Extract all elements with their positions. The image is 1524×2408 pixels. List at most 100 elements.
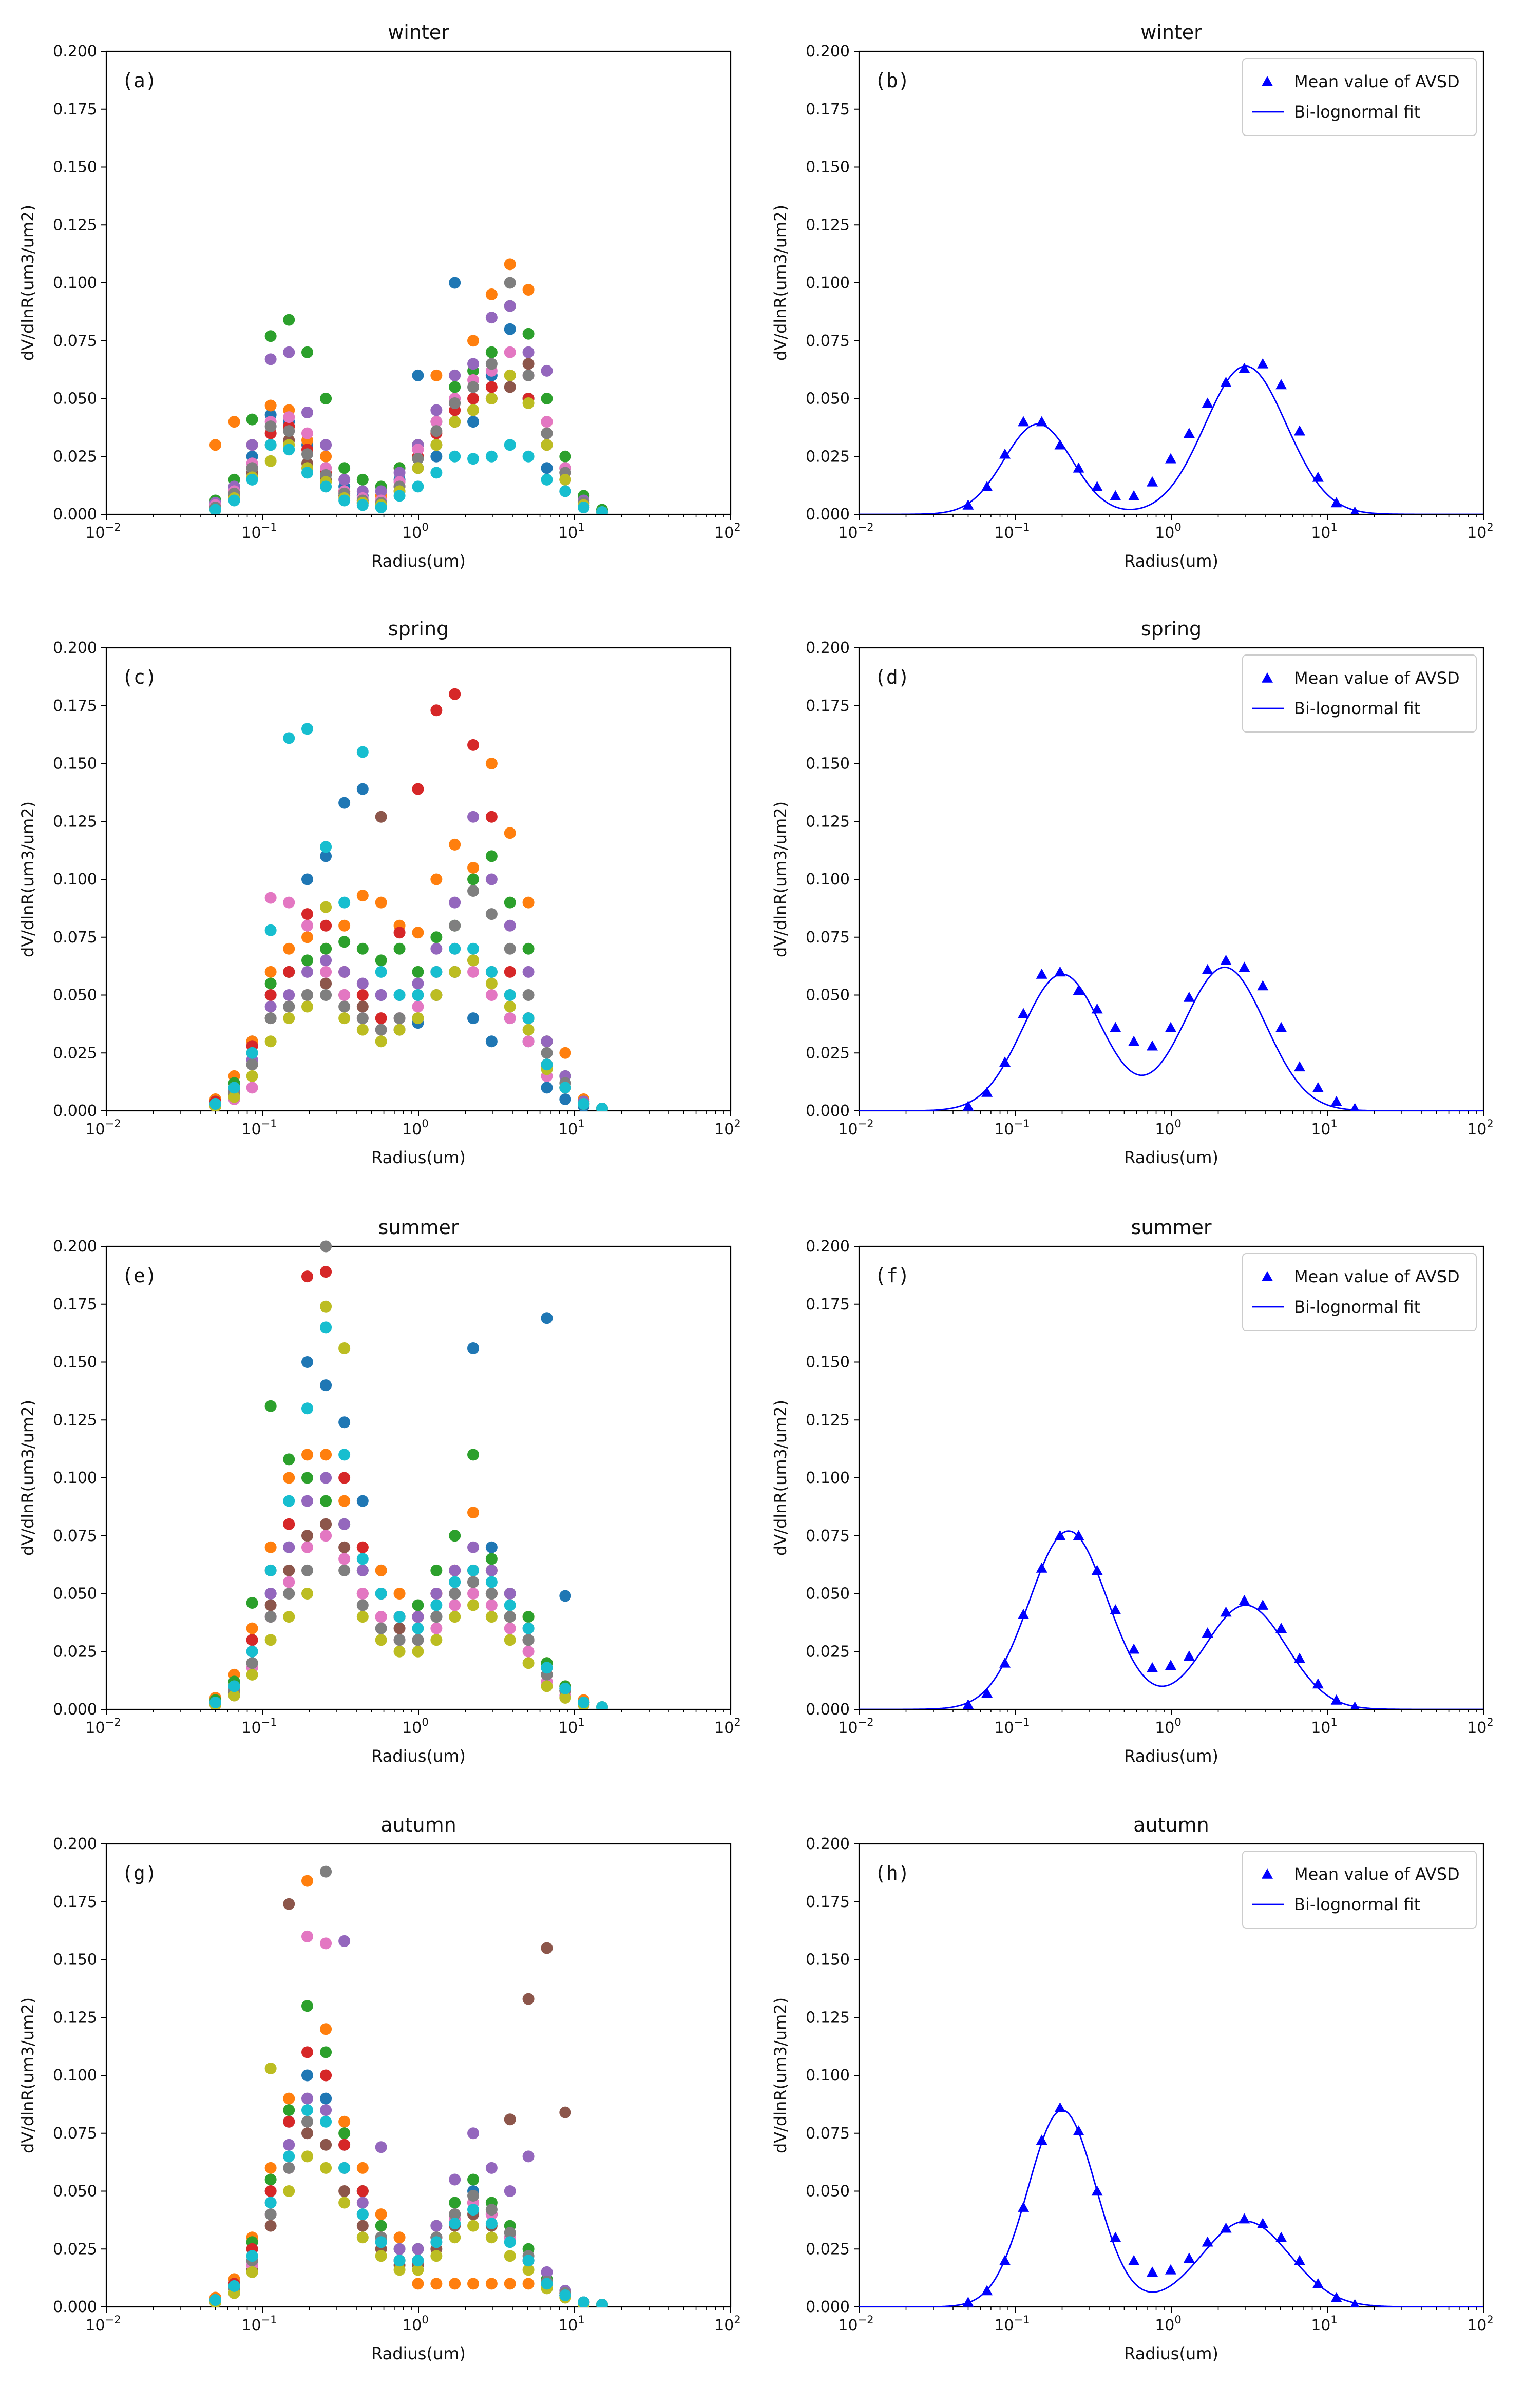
panel-b-ytick-label: 0.025 [806,448,850,466]
panel-b-xtick-label: 10−1 [994,521,1030,542]
panel-a-ylabel: dV/dlnR(um3/um2) [18,205,37,361]
panel-g-point [320,2069,332,2082]
panel-a-point [393,467,406,479]
panel-g-point [283,2115,295,2128]
panel-d-ytick-label: 0.075 [806,929,850,947]
panel-b-ytick-label: 0.125 [806,216,850,234]
panel-c-point [467,739,480,751]
panel-c-point [375,1024,387,1036]
panel-a-point [504,439,516,451]
panel-e-point [320,1530,332,1542]
panel-h-mean-marker [981,2285,993,2296]
panel-e-point [485,1553,498,1565]
panel-a-ytick-label: 0.125 [53,216,97,234]
panel-c-point [320,989,332,1001]
panel-a-point [449,416,461,428]
panel-g-point [485,2204,498,2216]
panel-e-point [264,1599,277,1611]
panel-e-point [320,1449,332,1461]
panel-e-point [301,1564,313,1576]
panel-a-point [467,453,480,465]
panel-c-point [522,896,535,909]
panel-e-point [283,1518,295,1530]
panel-e-point [467,1449,480,1461]
panel-e-point [338,1495,351,1507]
panel-a-point [283,346,295,358]
panel-e-point [264,1634,277,1646]
panel-a-axes-frame [105,50,732,515]
panel-g-point [375,2220,387,2232]
panel-e-point [246,1597,258,1609]
panel-e-point [301,1541,313,1553]
panel-a-point [430,369,443,381]
panel-e-point [320,1379,332,1392]
panel-g-point [356,2197,369,2209]
panel-c-point [338,936,351,948]
panel-f-mean-marker [1239,1595,1250,1605]
panel-d-mean-marker [1165,1022,1176,1032]
panel-c-point [541,1035,553,1048]
panel-g-point [522,2255,535,2267]
panel-h-mean-marker [1220,2222,1232,2233]
panel-c-point [301,873,313,885]
panel-e-ytick-label: 0.200 [53,1238,97,1256]
panel-a-point [338,473,351,486]
panel-a-point [504,369,516,381]
panel-c-point [283,1000,295,1013]
panel-b-mean-marker [1147,476,1158,487]
panel-a-point [449,381,461,393]
panel-c-point [246,1058,258,1071]
panel-e-point [485,1576,498,1588]
panel-c-point [338,797,351,809]
panel-f-mean-marker [1257,1600,1269,1610]
panel-e-point [301,1449,313,1461]
panel-a-point [596,506,608,514]
panel-c-point [522,1024,535,1036]
panel-g-point [356,2208,369,2221]
panel-g-point [412,2264,424,2276]
panel-c-point [522,1035,535,1048]
panel-h-legend-line-label: Bi-lognormal fit [1294,1895,1420,1914]
panel-e-point [504,1599,516,1611]
panel-c-xtick-label: 10−2 [85,1118,121,1139]
panel-e-point [356,1588,369,1600]
panel-f-mean-marker [1165,1660,1176,1670]
panel-g-point [393,2231,406,2244]
panel-d-ytick-label: 0.100 [806,871,850,889]
panel-c-ytick-label: 0.150 [53,755,97,773]
panel-d-mean-marker [1147,1040,1158,1051]
panel-c-point [264,1035,277,1048]
panel-e-point [393,1611,406,1623]
panel-g-xtick-label: 102 [714,2314,741,2335]
panel-a-point [430,425,443,437]
panel-e-point [430,1599,443,1611]
panel-g-point [246,2250,258,2262]
panel-b-xlabel: Radius(um) [1124,551,1218,571]
panel-e-label: (e) [122,1264,157,1287]
panel-g-point [320,2139,332,2151]
panel-b-xtick-label: 102 [1467,521,1494,542]
panel-c-point [356,783,369,795]
panel-a-point [430,416,443,428]
panel-a-point [449,369,461,381]
panel-a: winter (a) 0.000 0.025 0.050 0.075 0.100 0.125 0… [18,21,741,571]
panel-c-xlabel: Radius(um) [371,1148,466,1167]
panel-d-mean-marker [1275,1022,1287,1032]
panel-d-ytick-label: 0.175 [806,697,850,715]
panel-g-point [485,2231,498,2244]
panel-f-legend: Mean value of AVSD Bi-lognormal fit [1242,1253,1477,1331]
panel-h-mean-marker [1091,2185,1103,2196]
panel-e-point [504,1634,516,1646]
panel-c-point [412,966,424,978]
panel-g-point [430,2278,443,2290]
panel-a-xtick-label: 101 [558,521,585,542]
panel-e-point [283,1541,295,1553]
panel-g-point [504,2250,516,2262]
panel-b-ytick-label: 0.175 [806,101,850,119]
panel-f: summer (f) 0.000 0.025 0.050 0.075 0.100 0.125 0… [771,1216,1494,1766]
panel-e-point [430,1564,443,1576]
panel-f-xtick-label: 101 [1311,1716,1338,1737]
panel-e-point [228,1689,240,1702]
panel-c-point [209,1097,221,1110]
panel-c-point [283,896,295,909]
